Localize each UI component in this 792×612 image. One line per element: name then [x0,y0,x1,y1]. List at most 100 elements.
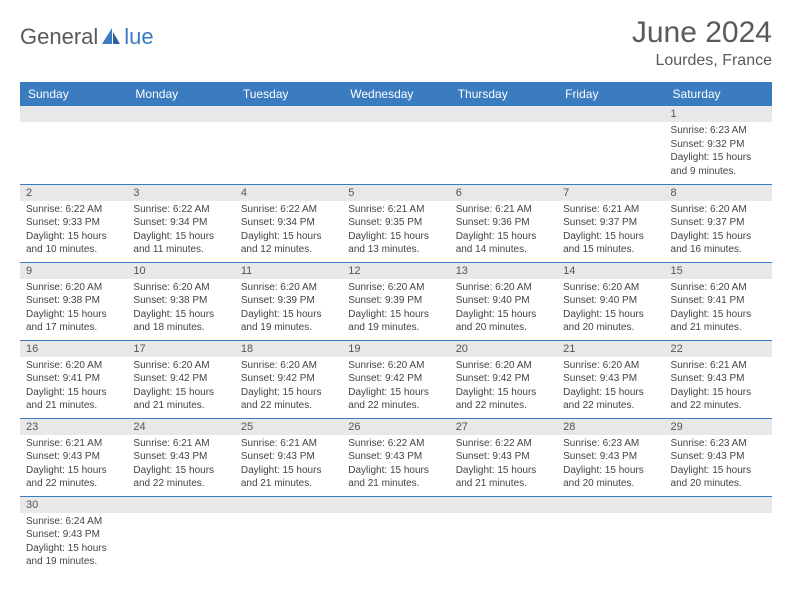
weekday-header: Saturday [665,82,772,106]
calendar-cell: 3Sunrise: 6:22 AMSunset: 9:34 PMDaylight… [127,184,234,262]
day-details: Sunrise: 6:20 AMSunset: 9:38 PMDaylight:… [127,279,234,339]
day-number: 19 [342,341,449,357]
calendar-cell: 5Sunrise: 6:21 AMSunset: 9:35 PMDaylight… [342,184,449,262]
calendar-cell: 16Sunrise: 6:20 AMSunset: 9:41 PMDayligh… [20,340,127,418]
day-number-empty [20,106,127,122]
calendar-cell: 12Sunrise: 6:20 AMSunset: 9:39 PMDayligh… [342,262,449,340]
day-details: Sunrise: 6:23 AMSunset: 9:32 PMDaylight:… [665,122,772,182]
day-details: Sunrise: 6:21 AMSunset: 9:36 PMDaylight:… [450,201,557,261]
day-details: Sunrise: 6:22 AMSunset: 9:34 PMDaylight:… [127,201,234,261]
weekday-header: Sunday [20,82,127,106]
weekday-header: Friday [557,82,664,106]
header: General lue June 2024 Lourdes, France [20,16,772,70]
day-number-empty [450,497,557,513]
calendar-cell [127,496,234,574]
calendar-cell: 28Sunrise: 6:23 AMSunset: 9:43 PMDayligh… [557,418,664,496]
calendar-cell [665,496,772,574]
day-number: 18 [235,341,342,357]
calendar-cell [342,496,449,574]
calendar-table: SundayMondayTuesdayWednesdayThursdayFrid… [20,82,772,574]
day-number-empty [342,106,449,122]
calendar-cell: 30Sunrise: 6:24 AMSunset: 9:43 PMDayligh… [20,496,127,574]
day-number: 4 [235,185,342,201]
day-number: 23 [20,419,127,435]
calendar-cell: 7Sunrise: 6:21 AMSunset: 9:37 PMDaylight… [557,184,664,262]
day-details: Sunrise: 6:22 AMSunset: 9:43 PMDaylight:… [450,435,557,495]
day-number: 22 [665,341,772,357]
calendar-cell: 22Sunrise: 6:21 AMSunset: 9:43 PMDayligh… [665,340,772,418]
calendar-row: 1Sunrise: 6:23 AMSunset: 9:32 PMDaylight… [20,106,772,184]
day-details: Sunrise: 6:20 AMSunset: 9:41 PMDaylight:… [20,357,127,417]
day-details: Sunrise: 6:24 AMSunset: 9:43 PMDaylight:… [20,513,127,573]
day-number: 3 [127,185,234,201]
day-details: Sunrise: 6:20 AMSunset: 9:39 PMDaylight:… [235,279,342,339]
calendar-row: 23Sunrise: 6:21 AMSunset: 9:43 PMDayligh… [20,418,772,496]
day-number-empty [342,497,449,513]
calendar-cell [557,496,664,574]
sail-icon [100,26,122,49]
day-details: Sunrise: 6:22 AMSunset: 9:34 PMDaylight:… [235,201,342,261]
day-number: 2 [20,185,127,201]
calendar-cell: 9Sunrise: 6:20 AMSunset: 9:38 PMDaylight… [20,262,127,340]
day-details: Sunrise: 6:20 AMSunset: 9:42 PMDaylight:… [235,357,342,417]
calendar-cell: 21Sunrise: 6:20 AMSunset: 9:43 PMDayligh… [557,340,664,418]
day-number: 17 [127,341,234,357]
calendar-cell: 11Sunrise: 6:20 AMSunset: 9:39 PMDayligh… [235,262,342,340]
day-number-empty [557,106,664,122]
day-number: 24 [127,419,234,435]
day-details: Sunrise: 6:20 AMSunset: 9:38 PMDaylight:… [20,279,127,339]
calendar-cell: 10Sunrise: 6:20 AMSunset: 9:38 PMDayligh… [127,262,234,340]
calendar-cell: 6Sunrise: 6:21 AMSunset: 9:36 PMDaylight… [450,184,557,262]
title-block: June 2024 Lourdes, France [632,16,772,70]
day-details: Sunrise: 6:20 AMSunset: 9:40 PMDaylight:… [450,279,557,339]
calendar-cell: 8Sunrise: 6:20 AMSunset: 9:37 PMDaylight… [665,184,772,262]
day-details: Sunrise: 6:20 AMSunset: 9:39 PMDaylight:… [342,279,449,339]
day-details: Sunrise: 6:21 AMSunset: 9:43 PMDaylight:… [127,435,234,495]
day-details: Sunrise: 6:21 AMSunset: 9:43 PMDaylight:… [20,435,127,495]
day-details: Sunrise: 6:21 AMSunset: 9:43 PMDaylight:… [665,357,772,417]
day-details: Sunrise: 6:23 AMSunset: 9:43 PMDaylight:… [557,435,664,495]
calendar-cell: 23Sunrise: 6:21 AMSunset: 9:43 PMDayligh… [20,418,127,496]
day-number: 5 [342,185,449,201]
day-details: Sunrise: 6:20 AMSunset: 9:42 PMDaylight:… [127,357,234,417]
calendar-cell: 24Sunrise: 6:21 AMSunset: 9:43 PMDayligh… [127,418,234,496]
calendar-cell: 26Sunrise: 6:22 AMSunset: 9:43 PMDayligh… [342,418,449,496]
logo: General lue [20,24,154,50]
calendar-cell: 25Sunrise: 6:21 AMSunset: 9:43 PMDayligh… [235,418,342,496]
logo-text-blue: lue [124,24,153,50]
day-number: 7 [557,185,664,201]
day-number: 9 [20,263,127,279]
day-details: Sunrise: 6:20 AMSunset: 9:42 PMDaylight:… [450,357,557,417]
weekday-header: Monday [127,82,234,106]
day-number: 13 [450,263,557,279]
day-number: 26 [342,419,449,435]
calendar-cell: 29Sunrise: 6:23 AMSunset: 9:43 PMDayligh… [665,418,772,496]
calendar-cell: 27Sunrise: 6:22 AMSunset: 9:43 PMDayligh… [450,418,557,496]
calendar-body: 1Sunrise: 6:23 AMSunset: 9:32 PMDaylight… [20,106,772,574]
day-details: Sunrise: 6:20 AMSunset: 9:41 PMDaylight:… [665,279,772,339]
day-number: 25 [235,419,342,435]
calendar-row: 16Sunrise: 6:20 AMSunset: 9:41 PMDayligh… [20,340,772,418]
calendar-cell: 20Sunrise: 6:20 AMSunset: 9:42 PMDayligh… [450,340,557,418]
calendar-cell: 14Sunrise: 6:20 AMSunset: 9:40 PMDayligh… [557,262,664,340]
weekday-header-row: SundayMondayTuesdayWednesdayThursdayFrid… [20,82,772,106]
day-details: Sunrise: 6:20 AMSunset: 9:37 PMDaylight:… [665,201,772,261]
day-details: Sunrise: 6:23 AMSunset: 9:43 PMDaylight:… [665,435,772,495]
day-number: 28 [557,419,664,435]
day-number: 21 [557,341,664,357]
calendar-cell: 19Sunrise: 6:20 AMSunset: 9:42 PMDayligh… [342,340,449,418]
day-number-empty [235,106,342,122]
calendar-cell: 15Sunrise: 6:20 AMSunset: 9:41 PMDayligh… [665,262,772,340]
day-details: Sunrise: 6:20 AMSunset: 9:40 PMDaylight:… [557,279,664,339]
day-details: Sunrise: 6:21 AMSunset: 9:43 PMDaylight:… [235,435,342,495]
day-number-empty [127,497,234,513]
month-title: June 2024 [632,16,772,50]
location: Lourdes, France [632,52,772,70]
calendar-cell: 2Sunrise: 6:22 AMSunset: 9:33 PMDaylight… [20,184,127,262]
calendar-cell [557,106,664,184]
day-number-empty [235,497,342,513]
calendar-cell: 13Sunrise: 6:20 AMSunset: 9:40 PMDayligh… [450,262,557,340]
day-number: 14 [557,263,664,279]
day-details: Sunrise: 6:20 AMSunset: 9:42 PMDaylight:… [342,357,449,417]
calendar-cell [235,106,342,184]
